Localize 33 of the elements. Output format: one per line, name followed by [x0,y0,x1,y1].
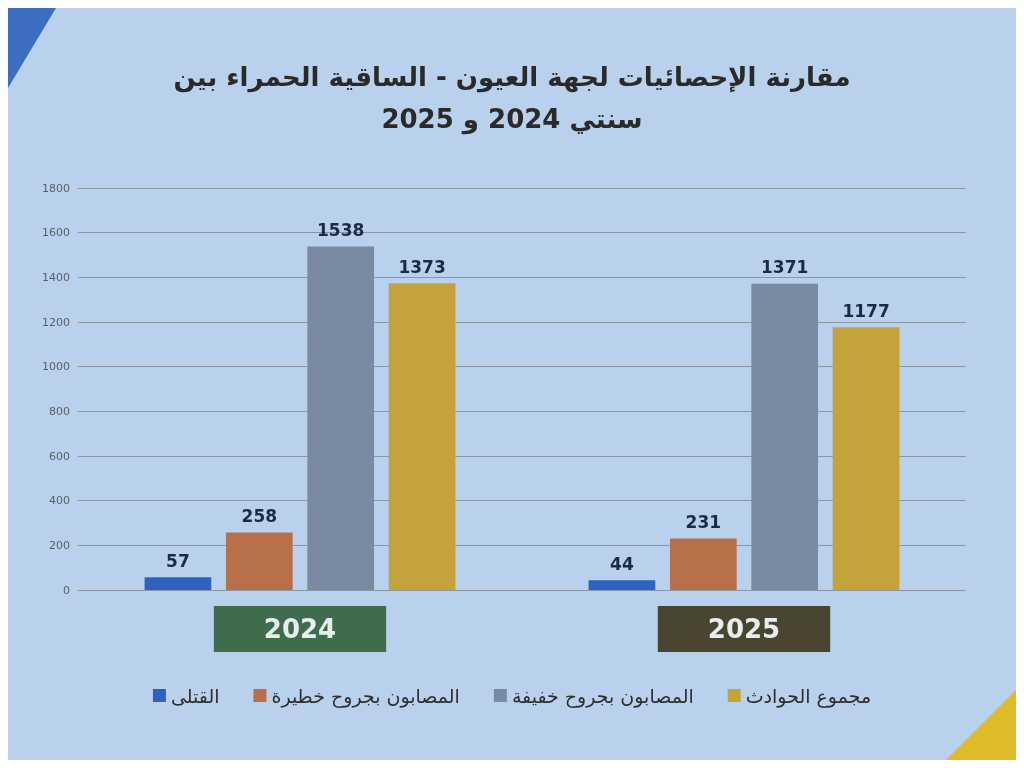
y-tick-label: 800 [49,404,70,418]
bar [832,327,900,590]
x-tick-label: 2025 [707,614,781,644]
data-label: 258 [241,505,278,526]
data-label: 231 [685,511,722,532]
legend-label: القتلى [170,684,220,707]
bar [388,283,456,590]
y-tick-label: 1000 [42,360,70,374]
data-label: 1371 [761,257,809,278]
y-tick-label: 400 [49,494,70,508]
bar [669,538,737,590]
data-label: 57 [166,550,190,571]
bar [144,577,212,590]
bar [225,532,293,590]
bar [307,246,375,590]
y-tick-label: 600 [49,449,70,463]
data-label: 1538 [317,220,365,241]
bar [751,283,819,590]
data-label: 1373 [398,256,446,277]
y-tick-label: 1400 [42,270,70,284]
legend-label: المصابون بجروح خفيفة [511,684,694,708]
y-tick-label: 1800 [42,181,70,195]
x-tick-label: 2024 [263,614,337,644]
y-tick-label: 0 [63,583,70,597]
y-tick-label: 200 [49,538,70,552]
data-label: 44 [610,553,634,574]
y-tick-label: 1200 [42,315,70,329]
data-label: 1177 [842,300,890,321]
y-tick-label: 1600 [42,226,70,240]
chart-title: مقارنة الإحصائيات لجهة العيون - الساقية الحمراء بين سنتي 2024 و 2025 [172,61,852,137]
legend-label: مجموع الحوادث [745,684,872,708]
bar [588,580,656,590]
legend-label: المصابون بجروح خطيرة [271,684,460,708]
